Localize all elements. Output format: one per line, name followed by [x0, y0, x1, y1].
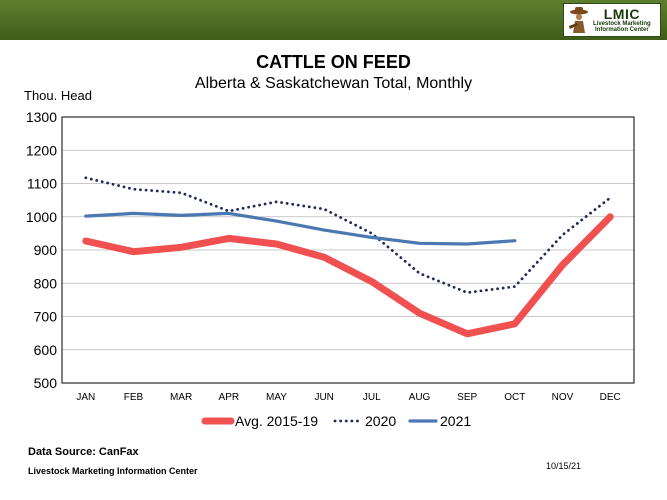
legend-label-1: 2020: [365, 413, 396, 429]
y-tick-label: 700: [34, 309, 58, 325]
y-tick-label: 1000: [26, 209, 57, 225]
y-tick-label: 1100: [27, 176, 57, 192]
logo-line-1: Livestock Marketing: [593, 20, 651, 27]
series-line-2: [84, 211, 517, 246]
series-line-0: [82, 213, 614, 338]
x-tick-label: NOV: [552, 392, 574, 403]
y-tick-label: 1200: [26, 142, 57, 158]
x-tick-label: AUG: [409, 392, 431, 403]
chart-title: CATTLE ON FEED: [256, 52, 411, 72]
cowboy-icon: [569, 7, 588, 33]
x-tick-label: FEB: [124, 392, 144, 403]
x-tick-label: MAY: [266, 392, 287, 403]
logo-name: LMIC: [603, 5, 640, 22]
chart-subtitle: Alberta & Saskatchewan Total, Monthly: [194, 75, 473, 92]
legend-label-0: Avg. 2015-19: [235, 413, 318, 429]
x-tick-label: APR: [219, 392, 240, 403]
lmic-logo: LMIC Livestock Marketing Information Cen…: [563, 3, 661, 37]
y-tick-label: 600: [34, 342, 58, 358]
y-tick-label: 500: [34, 375, 58, 391]
y-axis-label: Thou. Head: [24, 88, 92, 103]
organization-name: Livestock Marketing Information Center: [28, 466, 198, 476]
x-tick-label: SEP: [457, 392, 477, 403]
legend-label-2: 2021: [440, 413, 471, 429]
x-tick-label: MAR: [170, 392, 192, 403]
header-bar: LMIC Livestock Marketing Information Cen…: [0, 0, 667, 40]
x-tick-label: JUL: [363, 392, 381, 403]
x-tick-label: JUN: [314, 392, 333, 403]
y-tick-label: 1300: [26, 109, 57, 125]
logo-line-2: Information Center: [595, 27, 649, 33]
data-source: Data Source: CanFax: [28, 446, 139, 458]
x-tick-label: JAN: [76, 392, 95, 403]
x-tick-label: DEC: [600, 392, 621, 403]
y-tick-label: 900: [34, 242, 58, 258]
plot-border: [61, 116, 635, 384]
chart-date: 10/15/21: [546, 461, 582, 471]
x-tick-label: OCT: [504, 392, 525, 403]
series-line-1: [84, 176, 612, 294]
y-tick-label: 800: [34, 275, 58, 291]
